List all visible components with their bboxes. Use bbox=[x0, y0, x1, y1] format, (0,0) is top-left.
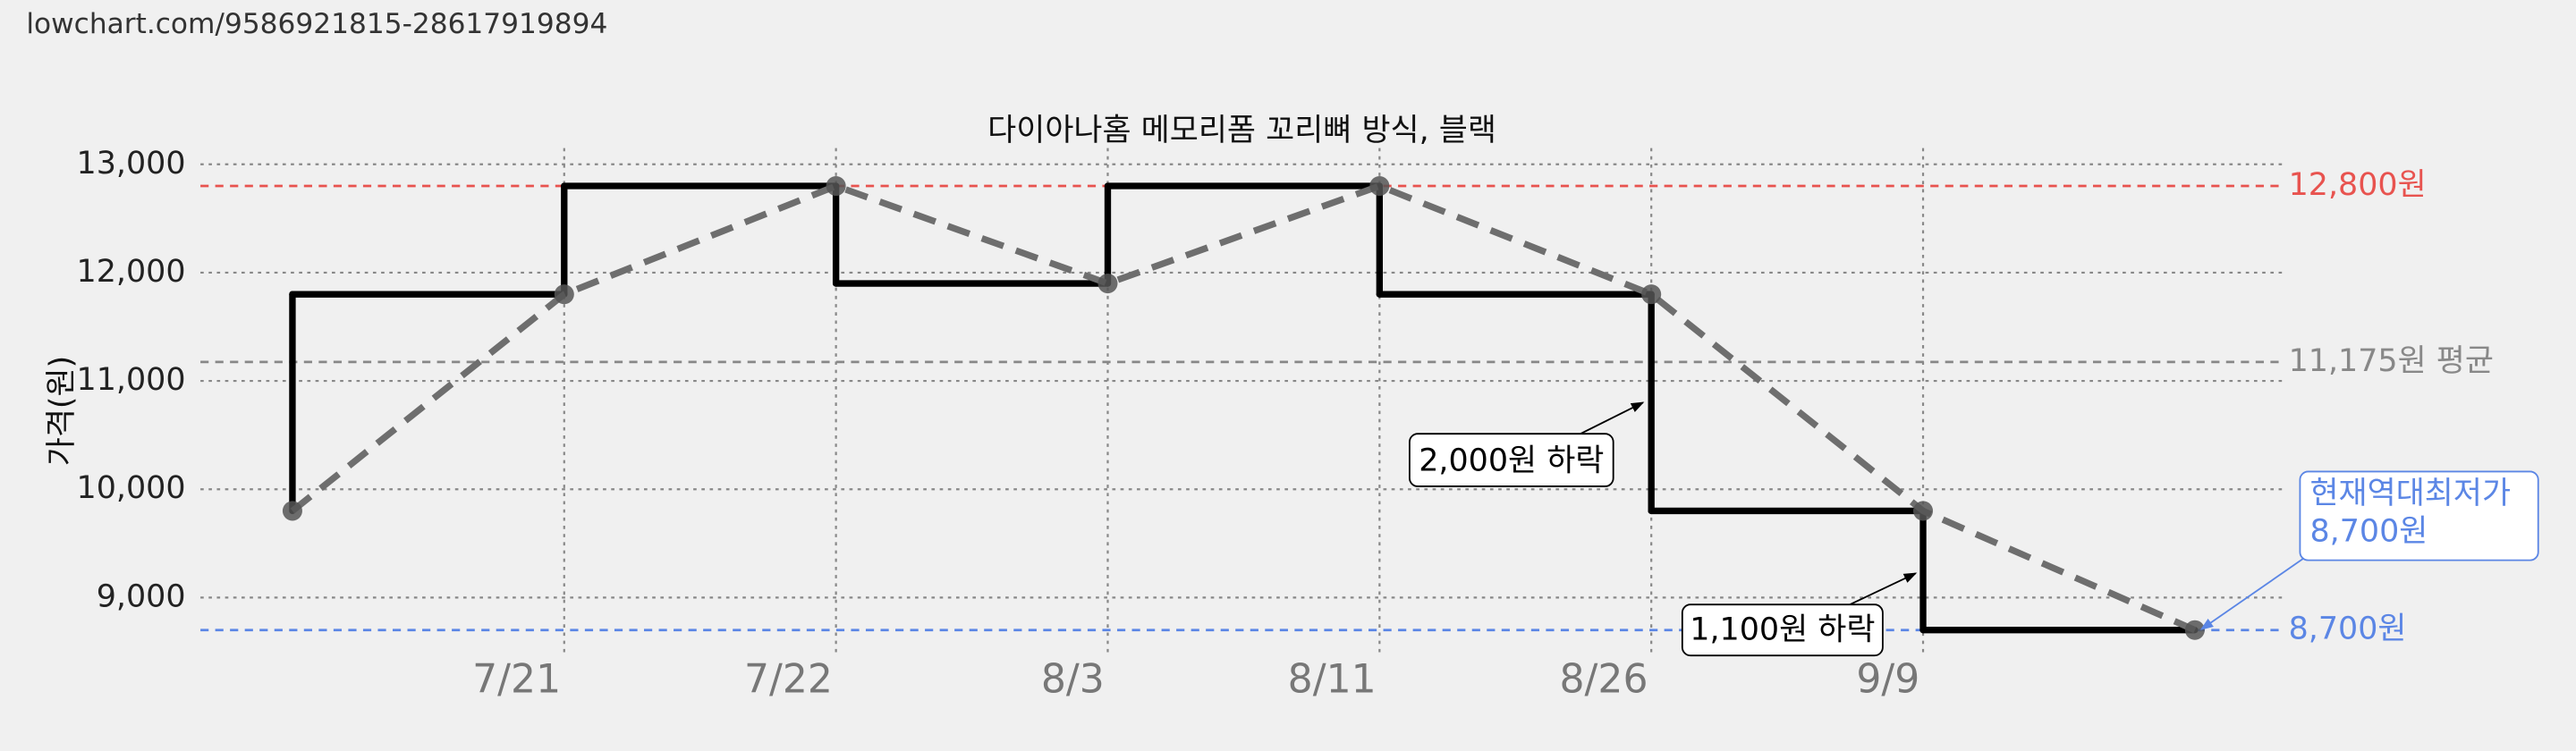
lowest-arrow bbox=[2199, 558, 2304, 630]
price-point bbox=[1097, 274, 1118, 294]
reference-label: 8,700원 bbox=[2289, 612, 2407, 647]
price-point bbox=[282, 501, 302, 521]
annotation-box bbox=[1409, 433, 1614, 487]
x-tick-label: 8/26 bbox=[1560, 657, 1648, 703]
lowest-text: 8,700원 bbox=[2309, 513, 2428, 549]
url: lowchart.com/9586921815-28617919894 bbox=[26, 8, 607, 40]
reference-label: 12,800원 bbox=[2289, 167, 2427, 203]
annotation-text: 2,000원 하락 bbox=[1419, 443, 1604, 478]
annotation-arrow bbox=[1580, 401, 1645, 435]
x-tick-label: 9/9 bbox=[1856, 657, 1919, 703]
price-point bbox=[554, 284, 574, 305]
x-tick-label: 8/11 bbox=[1288, 657, 1377, 703]
y-axis-label: 가격(원) bbox=[44, 356, 80, 466]
y-tick-label: 9,000 bbox=[97, 578, 186, 614]
chart-title: 다이아나홈 메모리폼 꼬리뼈 방식, 블랙 bbox=[987, 113, 1496, 148]
y-tick-label: 10,000 bbox=[77, 470, 186, 506]
lowest-box bbox=[2299, 470, 2539, 561]
annotation-box bbox=[1681, 603, 1884, 657]
x-tick-label: 7/22 bbox=[744, 657, 833, 703]
annotation-arrow bbox=[1849, 572, 1918, 606]
y-tick-label: 13,000 bbox=[77, 146, 186, 181]
price-point bbox=[2184, 620, 2205, 640]
price-point bbox=[1641, 284, 1662, 305]
reference-label: 11,175원 평균 bbox=[2289, 343, 2494, 379]
x-tick-label: 8/3 bbox=[1041, 657, 1105, 703]
y-tick-label: 12,000 bbox=[77, 254, 186, 290]
annotation-text: 1,100원 하락 bbox=[1690, 612, 1875, 648]
x-tick-label: 7/21 bbox=[472, 657, 561, 703]
trend-line bbox=[290, 182, 2197, 634]
lowest-text: 현재역대최저가 bbox=[2309, 476, 2511, 511]
y-tick-label: 11,000 bbox=[77, 362, 186, 398]
price-point bbox=[826, 175, 846, 197]
price-point bbox=[1913, 501, 1934, 521]
price-point bbox=[1369, 175, 1390, 197]
